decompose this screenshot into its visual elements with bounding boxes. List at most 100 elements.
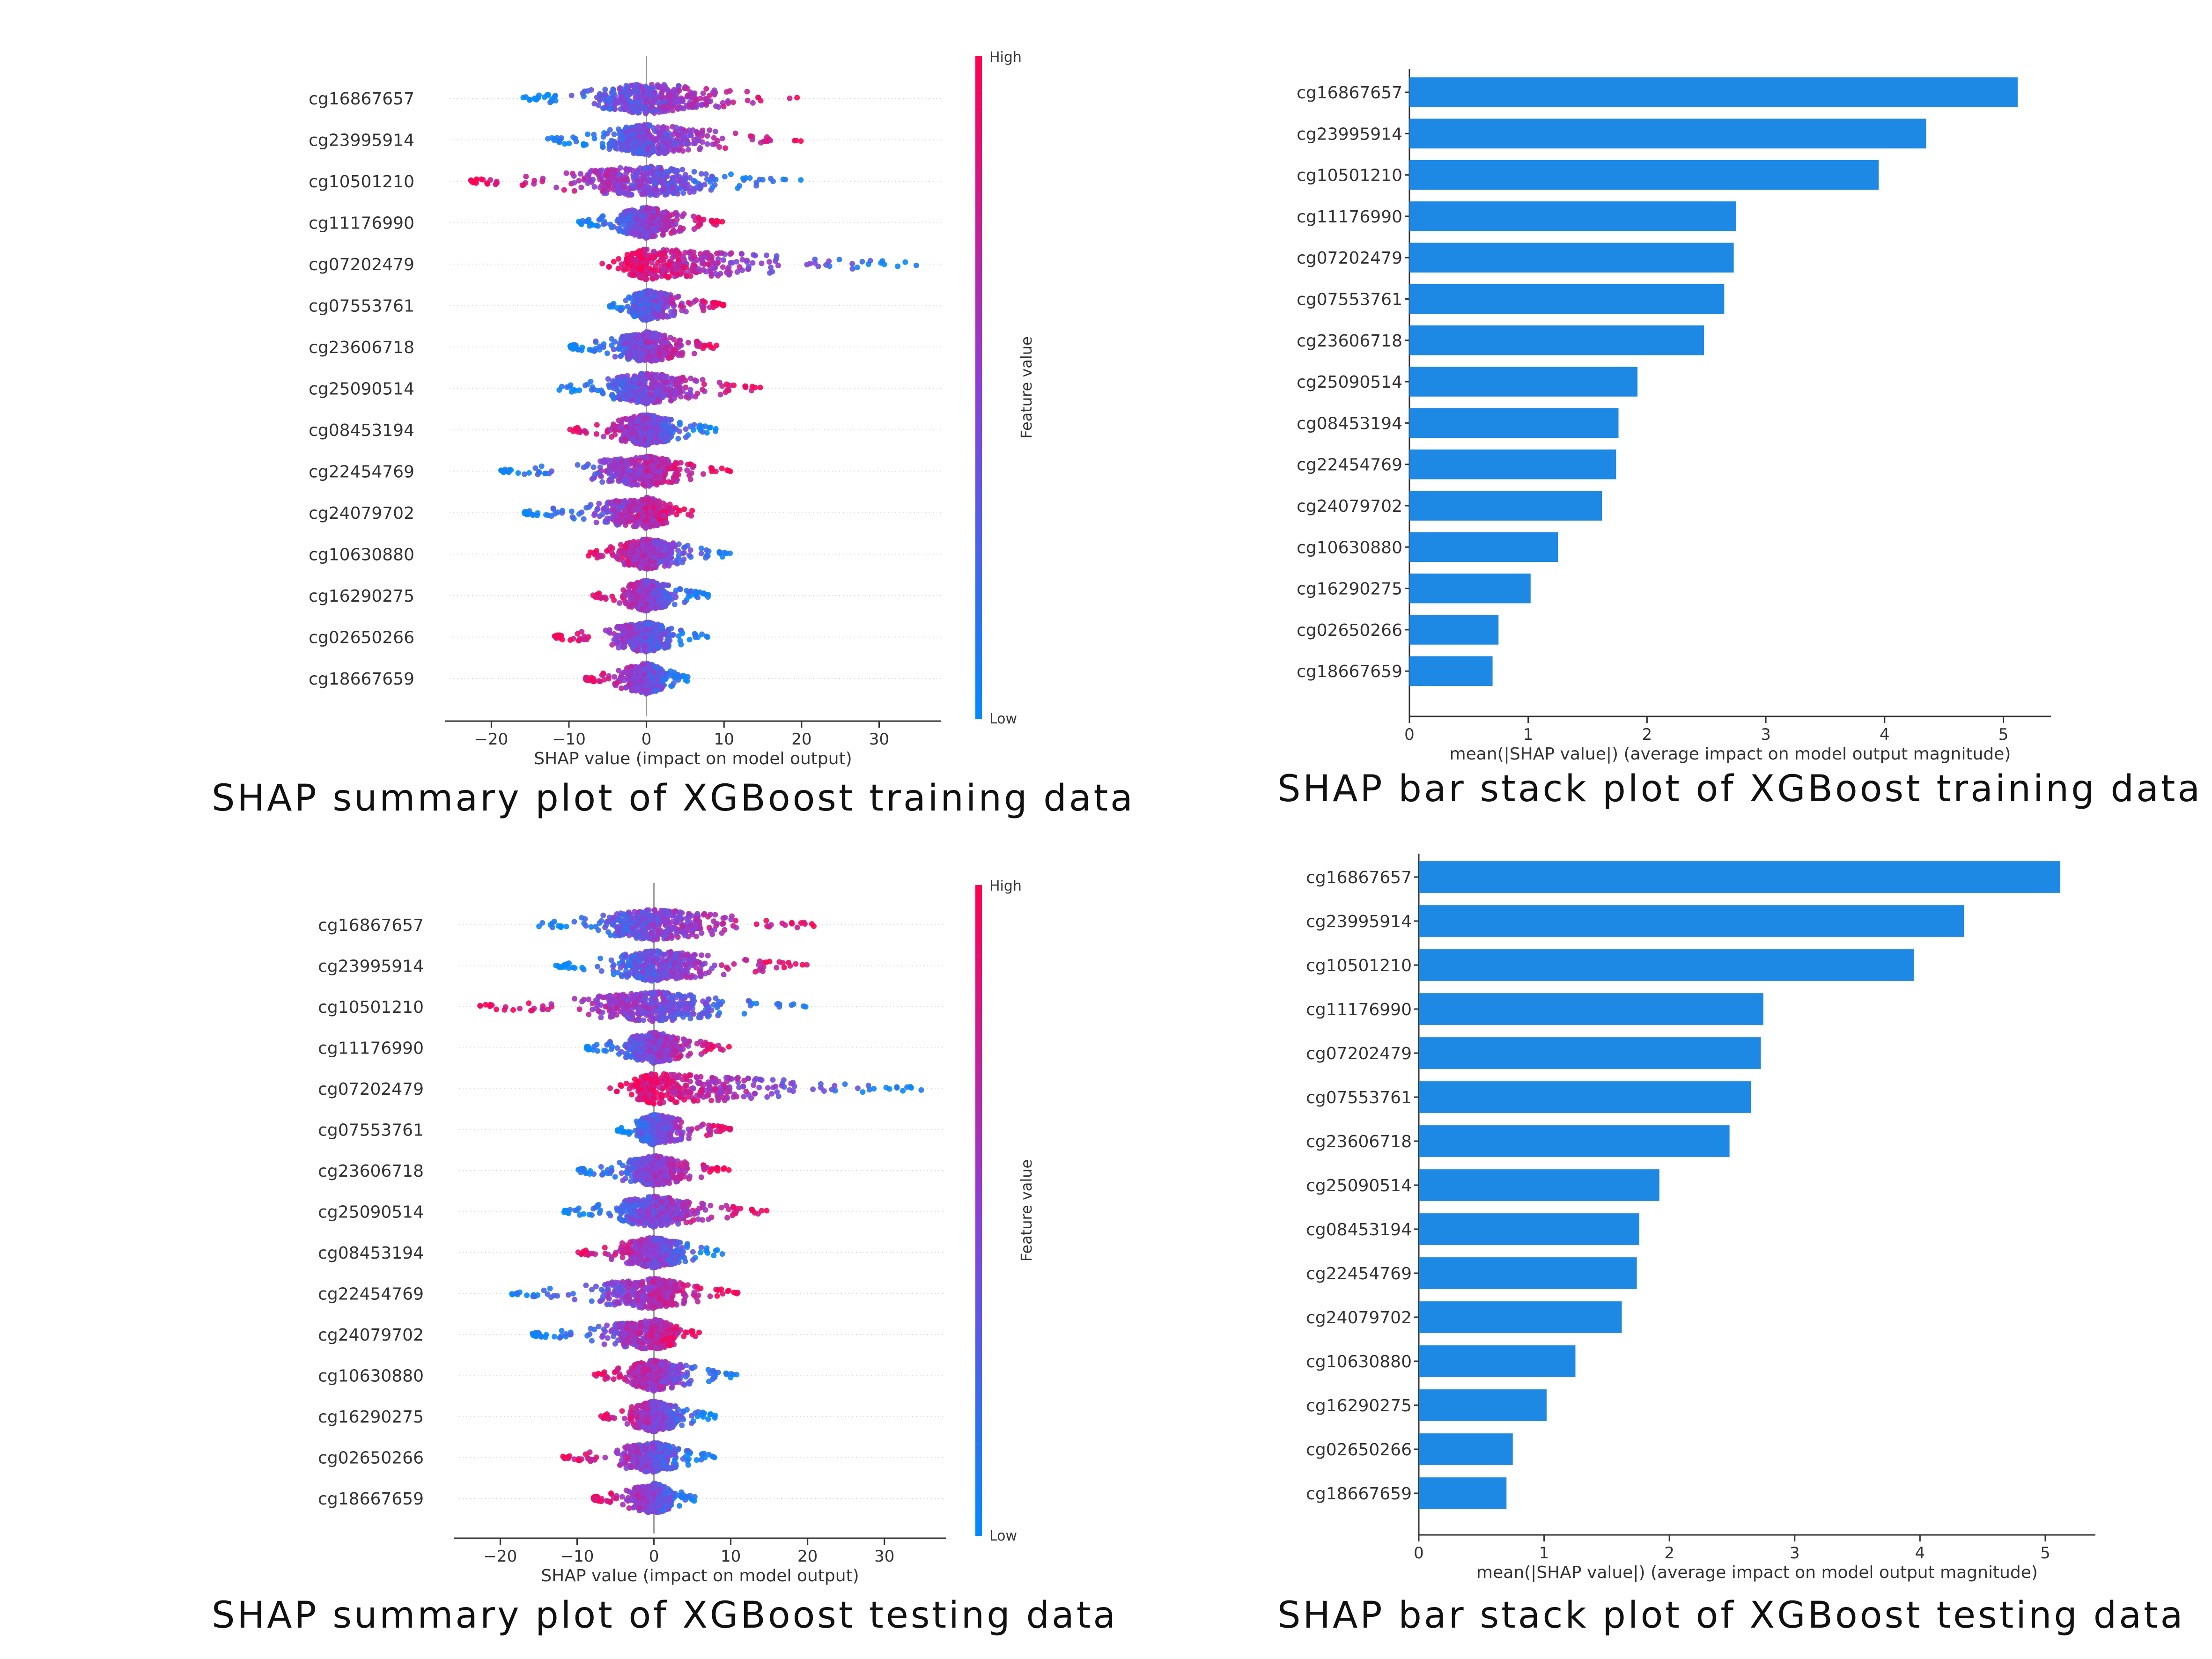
shap-point	[568, 509, 575, 515]
shap-point	[678, 271, 684, 277]
shap-point	[665, 130, 671, 136]
shap-point	[680, 148, 686, 154]
shap-point	[605, 376, 611, 382]
shap-point	[524, 510, 530, 516]
shap-point	[638, 143, 644, 149]
shap-point	[758, 140, 764, 146]
shap-point	[577, 428, 583, 435]
shap-point	[743, 384, 749, 391]
shap-point	[651, 517, 657, 524]
shap-point	[652, 352, 658, 358]
shap-point	[673, 472, 679, 478]
shap-point	[587, 177, 592, 183]
shap-point	[570, 386, 576, 392]
shap-point	[645, 479, 651, 486]
shap-point	[618, 94, 624, 100]
shap-point	[665, 219, 671, 225]
shap-point	[902, 259, 908, 265]
shap-point	[611, 258, 617, 265]
shap-point	[522, 471, 527, 477]
shap-point	[675, 178, 681, 184]
shap-point	[642, 425, 649, 431]
shap-point	[619, 458, 626, 464]
shap-point	[549, 135, 555, 141]
shap-point	[665, 262, 671, 268]
shap-point	[633, 107, 639, 113]
shap-point	[716, 144, 723, 150]
shap-point	[688, 132, 694, 138]
shap-point	[671, 425, 677, 431]
shap-point	[673, 99, 679, 104]
shap-point	[674, 216, 680, 222]
shap-point	[668, 167, 674, 173]
shap-point	[662, 520, 668, 526]
shap-point	[546, 92, 552, 98]
shap-point	[601, 130, 607, 136]
shap-point	[649, 147, 655, 154]
shap-point	[626, 504, 632, 510]
shap-point	[667, 334, 673, 340]
shap-point	[737, 264, 743, 270]
shap-point	[673, 221, 679, 227]
shap-point	[600, 344, 606, 350]
shap-point	[707, 179, 713, 185]
shap-point	[700, 254, 706, 259]
shap-point	[599, 167, 605, 173]
shap-point	[798, 177, 804, 183]
shap-point	[691, 214, 697, 220]
shap-point	[627, 91, 633, 97]
shap-point	[633, 506, 639, 512]
shap-point	[700, 127, 706, 133]
shap-point	[647, 122, 653, 128]
feature-label: cg22454769	[309, 463, 414, 482]
shap-point	[664, 293, 670, 299]
shap-point	[612, 354, 618, 360]
shap-point	[616, 395, 622, 401]
shap-point	[678, 394, 684, 400]
shap-point	[604, 548, 610, 554]
shap-point	[594, 422, 600, 428]
shap-point	[667, 189, 673, 195]
shap-point	[665, 105, 671, 111]
shap-point	[669, 255, 675, 261]
shap-point	[628, 252, 634, 258]
shap-point	[645, 128, 651, 134]
shap-point	[576, 177, 582, 184]
shap-point	[676, 257, 682, 263]
shap-point	[646, 184, 652, 190]
shap-point	[672, 140, 678, 146]
shap-point	[620, 216, 627, 222]
shap-point	[670, 124, 676, 130]
shap-point	[627, 383, 633, 389]
feature-label: cg24079702	[309, 504, 414, 523]
shap-point	[609, 342, 615, 348]
shap-point	[690, 465, 696, 470]
shap-point	[704, 553, 710, 559]
shap-point	[601, 179, 607, 185]
shap-point	[685, 182, 691, 187]
shap-point	[597, 97, 603, 103]
shap-point	[725, 98, 731, 104]
shap-point	[654, 424, 660, 430]
shap-point	[701, 261, 708, 267]
shap-point	[641, 474, 648, 480]
shap-point	[614, 188, 620, 194]
shap-point	[650, 233, 656, 239]
shap-point	[724, 387, 730, 393]
shap-point	[691, 254, 697, 259]
shap-point	[538, 463, 545, 469]
shap-point	[650, 500, 656, 506]
shap-point	[615, 519, 621, 525]
shap-point	[586, 504, 592, 510]
shap-point	[649, 289, 655, 295]
shap-point	[606, 141, 612, 147]
shap-point	[611, 396, 617, 402]
x-tick-label: 30	[869, 730, 889, 749]
shap-point	[747, 175, 753, 181]
shap-point	[637, 424, 643, 430]
shap-point	[692, 103, 698, 109]
shap-point	[636, 471, 642, 477]
shap-point	[791, 138, 797, 144]
shap-point	[670, 541, 676, 547]
